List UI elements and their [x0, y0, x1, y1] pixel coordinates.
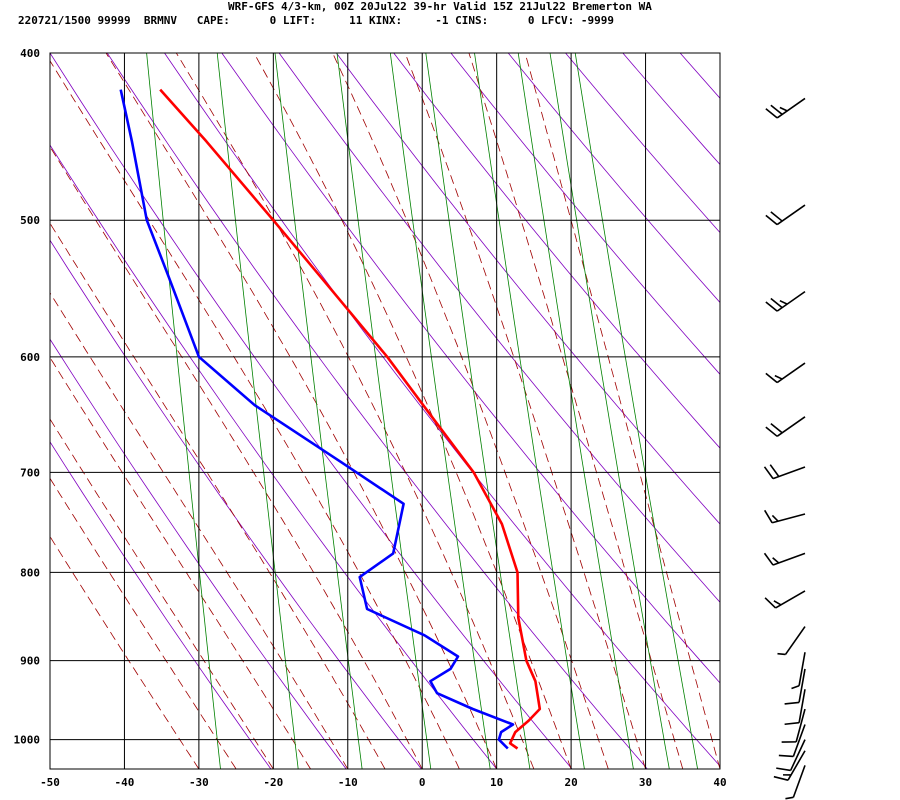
wind-barb	[784, 668, 806, 705]
moist-adiabat	[332, 53, 609, 769]
x-tick-label: 0	[419, 776, 426, 789]
y-tick-label: 400	[20, 47, 40, 60]
x-tick-label: 10	[490, 776, 503, 789]
dry-adiabat	[50, 53, 573, 769]
y-tick-label: 700	[20, 466, 40, 479]
wind-barb	[791, 652, 806, 690]
dry-adiabat	[164, 53, 720, 767]
moist-adiabat	[404, 53, 646, 769]
mixing-ratio-line	[146, 53, 221, 769]
dry-adiabat	[50, 144, 498, 769]
y-tick-label: 500	[20, 214, 40, 227]
wind-barb	[764, 590, 806, 609]
mixing-ratio-line	[274, 53, 363, 769]
dry-adiabat	[679, 53, 720, 99]
axis-ticks: -50 -40 -30 -20 -10 0 10 20 30 40 400 500 600 700 800 9…	[14, 47, 727, 789]
x-tick-label: 40	[713, 776, 726, 789]
mixing-ratio-line	[336, 53, 432, 769]
dry-adiabat	[795, 53, 900, 769]
wind-barb	[763, 552, 806, 566]
dry-adiabat	[50, 239, 422, 769]
wind-barb	[781, 708, 806, 743]
moist-adiabat	[105, 53, 498, 769]
x-tick-label: -30	[189, 776, 209, 789]
moist-adiabat	[253, 53, 572, 769]
dry-adiabat	[336, 53, 720, 525]
dry-adiabat	[106, 53, 648, 769]
x-tick-label: -10	[338, 776, 358, 789]
chart-title: WRF-GFS 4/3-km, 00Z 20Jul22 39-hr Valid …	[228, 0, 652, 13]
wind-barb	[773, 750, 806, 781]
moist-adiabat	[175, 53, 535, 769]
y-tick-label: 1000	[14, 734, 41, 747]
wind-barb	[763, 509, 806, 524]
moist-adiabat	[468, 53, 684, 769]
plot-frame	[49, 52, 721, 770]
dewpoint-line	[119, 89, 515, 750]
mixing-ratio-line	[517, 53, 634, 769]
x-tick-label: -50	[40, 776, 60, 789]
background-grid	[50, 53, 900, 769]
dry-adiabat	[852, 53, 900, 769]
dry-adiabat	[737, 53, 900, 769]
wind-barb	[763, 464, 806, 480]
wind-barb	[785, 765, 806, 800]
wind-barb	[777, 626, 806, 656]
wind-barb	[765, 97, 806, 119]
dry-adiabat	[221, 53, 720, 684]
dry-adiabat	[393, 53, 720, 449]
dry-adiabat	[278, 53, 720, 603]
moist-adiabat	[50, 222, 386, 769]
y-tick-label: 800	[20, 566, 40, 579]
wind-barb	[765, 290, 806, 312]
wind-barb	[765, 362, 806, 384]
mixing-ratio-line	[389, 53, 491, 769]
y-tick-label: 600	[20, 351, 40, 364]
wind-barb	[765, 204, 806, 226]
moist-adiabat	[50, 60, 460, 769]
mixing-ratio-line	[425, 53, 531, 769]
moist-adiabat	[50, 477, 237, 769]
temperature-line	[159, 88, 542, 750]
dry-adiabat	[622, 53, 720, 166]
dry-adiabat	[50, 441, 272, 769]
wind-barbs	[763, 97, 806, 800]
mixing-ratio-line	[549, 53, 670, 769]
y-tick-label: 900	[20, 655, 40, 668]
moist-adiabat	[50, 292, 349, 769]
dry-adiabat	[565, 53, 720, 234]
moist-adiabat	[524, 53, 720, 769]
mixing-ratio-line	[474, 53, 585, 769]
x-tick-label: -20	[263, 776, 283, 789]
x-tick-label: 20	[564, 776, 577, 789]
wind-barb	[765, 416, 806, 437]
mixing-ratio-line	[574, 53, 698, 769]
x-tick-label: -40	[115, 776, 135, 789]
mixing-ratio-line	[216, 53, 299, 769]
wind-barb	[778, 724, 806, 758]
dry-adiabat	[50, 338, 347, 769]
dry-adiabat	[450, 53, 720, 375]
wind-barb	[776, 739, 806, 772]
station-indices-line: 220721/1500 99999 BRMNV CAPE: 0 LIFT: 11…	[18, 14, 615, 27]
x-tick-label: 30	[639, 776, 652, 789]
moist-adiabat	[50, 418, 274, 769]
dry-adiabat	[507, 53, 720, 304]
moist-adiabat	[50, 356, 311, 769]
wind-barb	[784, 689, 806, 726]
profile-lines	[119, 88, 542, 750]
